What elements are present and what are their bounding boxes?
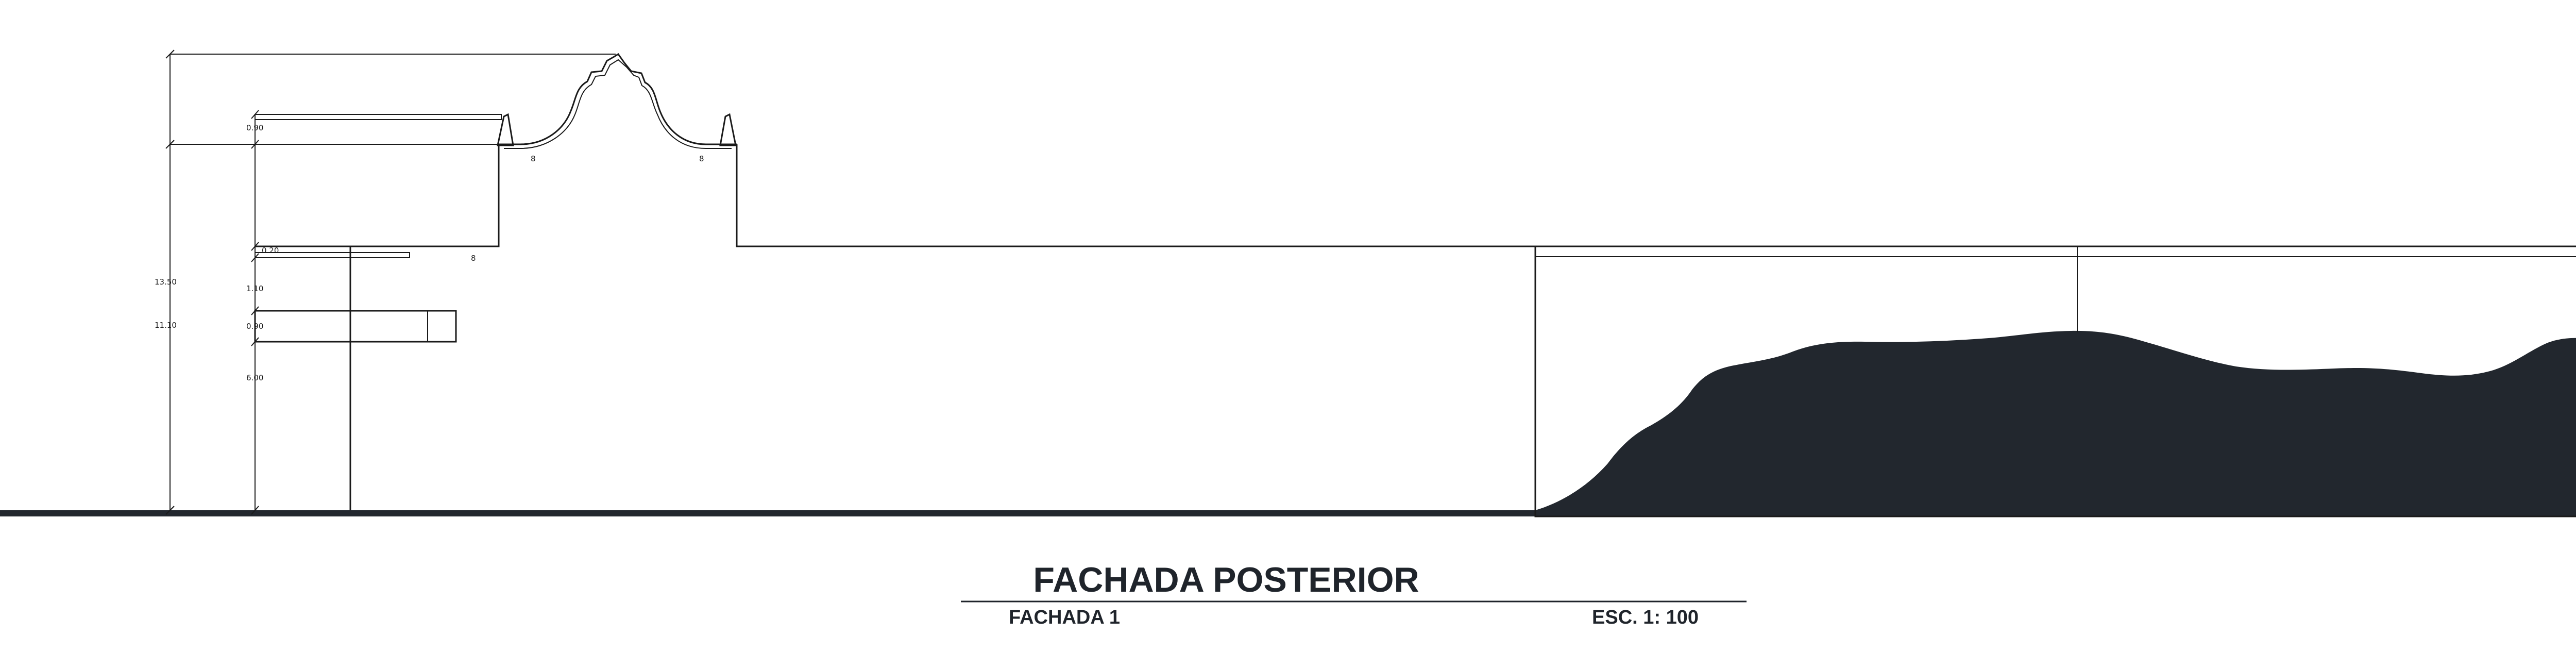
gable-inner-line [504, 59, 732, 149]
dim-tick-g [251, 506, 259, 515]
building-side-wall [255, 144, 500, 247]
dim-band-height: 0.90 [246, 322, 263, 331]
cornice-band-top [255, 114, 502, 120]
dim-tick-roof [165, 140, 175, 149]
dim-tick-c [251, 242, 259, 251]
dim-lower-height: 6.00 [246, 373, 263, 382]
drawing-title: FACHADA POSTERIOR [1033, 560, 1419, 599]
vent-mark: 8 [471, 254, 476, 263]
baroque-gable [499, 53, 737, 145]
dim-tick-e [251, 306, 259, 315]
finial-right [719, 113, 737, 146]
dim-total-height: 13.50 [155, 277, 177, 287]
dim-tick-f [251, 337, 259, 346]
vent-mark: 8 [699, 154, 704, 163]
dim-tick-base [165, 506, 175, 515]
dim-tick-b [251, 140, 259, 149]
drawing-scale: ESC. 1: 100 [1592, 607, 1699, 628]
lintel-band [254, 310, 457, 343]
dim-tick-d [251, 253, 259, 262]
dim-upper-height: 11.10 [155, 321, 177, 330]
dim-tick-top [165, 49, 175, 59]
dim-tick-a [251, 110, 259, 119]
low-wall-outline [736, 144, 1535, 247]
vent-mark: 8 [531, 154, 536, 163]
dim-mid-height: 1.10 [246, 284, 263, 293]
dim-top-offset: 0.90 [246, 123, 263, 132]
finial-left [497, 113, 514, 146]
dim-mid-offset: 0.20 [262, 246, 279, 255]
vegetation-silhouette [1535, 330, 2576, 516]
drawing-subtitle-left: FACHADA 1 [1009, 607, 1120, 628]
